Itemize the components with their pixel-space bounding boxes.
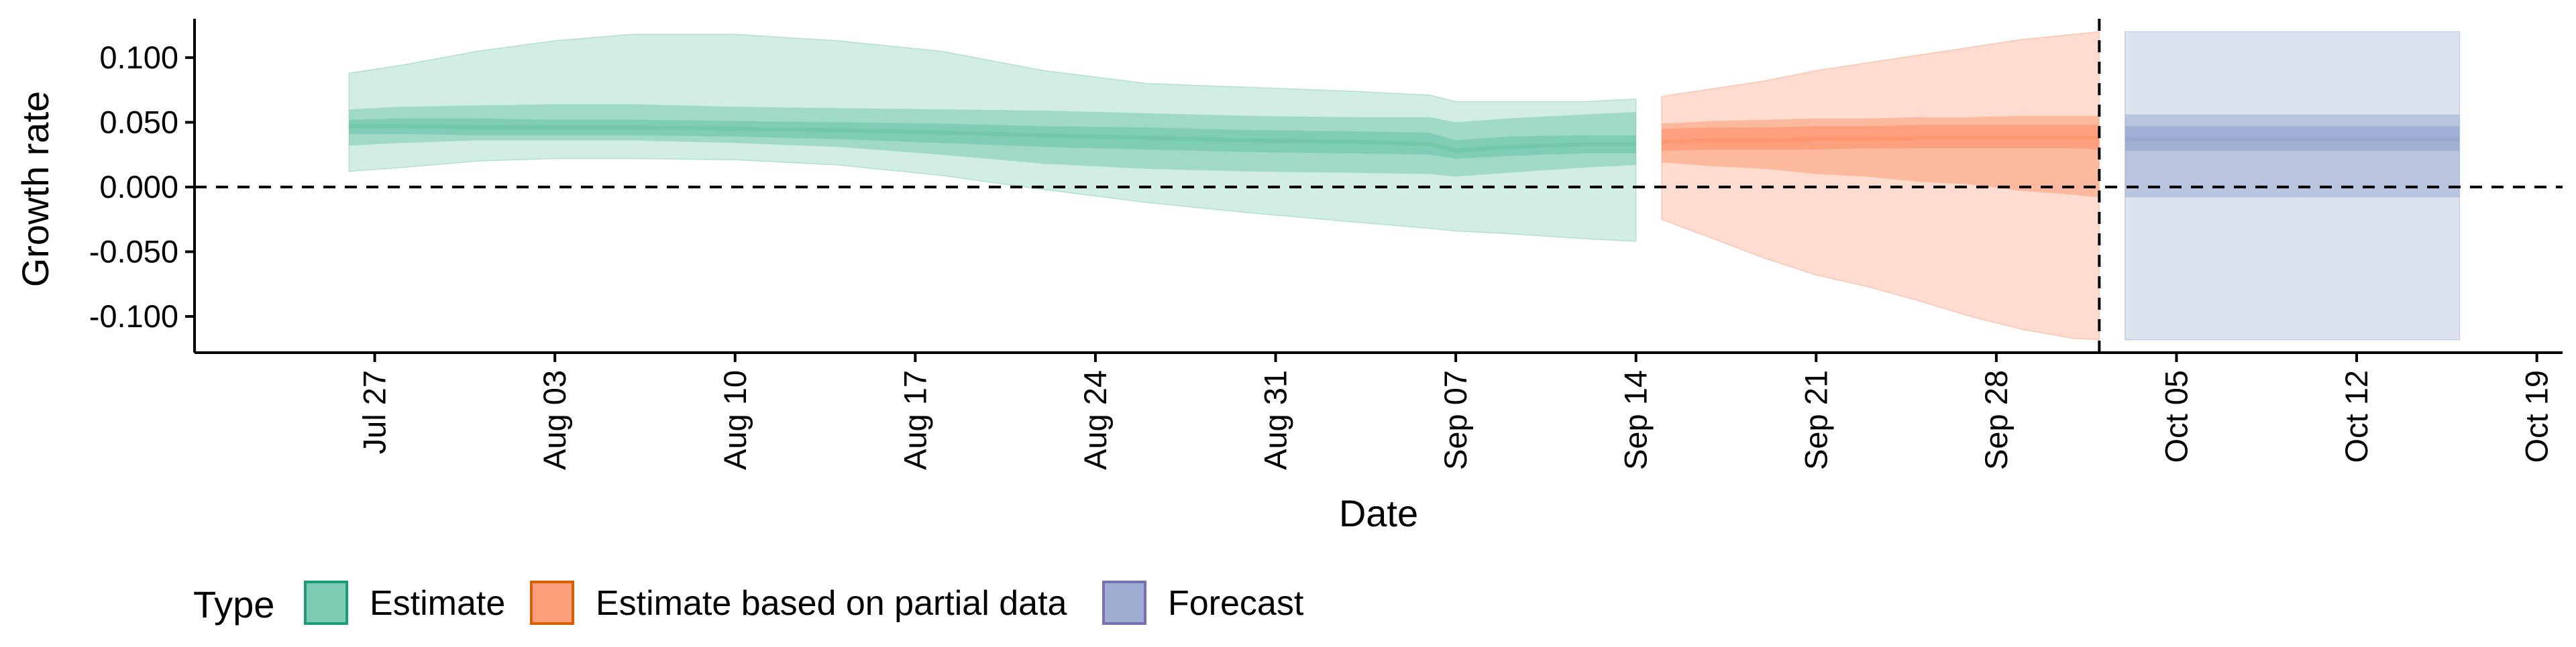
x-tick-label: Aug 17 xyxy=(897,370,932,470)
x-tick-label: Sep 07 xyxy=(1438,370,1473,470)
legend-title: Type xyxy=(193,583,274,626)
y-tick-label: 0.000 xyxy=(99,169,178,204)
x-tick-label: Sep 14 xyxy=(1618,370,1654,470)
legend-swatch-estimate-based-on-partial-data xyxy=(530,581,574,625)
y-axis-ticks: 0.100 0.050 0.000 -0.050 -0.100 xyxy=(89,40,195,334)
legend-swatch-forecast xyxy=(1102,581,1146,625)
legend-label-forecast: Forecast xyxy=(1168,584,1304,623)
x-axis-ticks: Jul 27 Aug 03 Aug 10 Aug 17 Aug 24 Aug 31 Sep … xyxy=(357,353,2555,470)
legend: Type Estimate Estimate based on partial d… xyxy=(193,581,1304,626)
y-tick-label: -0.100 xyxy=(89,298,178,334)
x-tick-label: Aug 03 xyxy=(537,370,572,470)
x-tick-label: Aug 31 xyxy=(1258,370,1293,470)
x-tick-label: Jul 27 xyxy=(357,370,392,454)
x-axis-title: Date xyxy=(1339,492,1418,534)
y-axis-title: Growth rate xyxy=(14,91,56,288)
x-tick-label: Oct 05 xyxy=(2158,370,2194,463)
series-2-group xyxy=(2124,31,2461,341)
y-tick-label: 0.050 xyxy=(99,104,178,139)
forecast-ci-band xyxy=(2124,31,2461,341)
x-tick-label: Sep 21 xyxy=(1798,370,1833,470)
estimate-based-on-partial-data-median-line xyxy=(1662,135,2100,144)
estimate-median-line xyxy=(349,124,1636,153)
legend-label-estimate-based-on-partial-data: Estimate based on partial data xyxy=(596,584,1067,623)
x-tick-label: Oct 12 xyxy=(2339,370,2374,463)
x-tick-label: Aug 24 xyxy=(1077,370,1113,470)
series-0-group xyxy=(348,34,1637,242)
y-tick-label: 0.100 xyxy=(99,40,178,75)
x-tick-label: Oct 19 xyxy=(2519,370,2555,463)
legend-label-estimate: Estimate xyxy=(370,584,505,623)
y-tick-label: -0.050 xyxy=(89,233,178,269)
legend-swatch-estimate xyxy=(304,581,348,625)
reference-line-layer xyxy=(195,19,2563,353)
x-tick-label: Sep 28 xyxy=(1978,370,2014,470)
x-tick-label: Aug 10 xyxy=(717,370,753,470)
